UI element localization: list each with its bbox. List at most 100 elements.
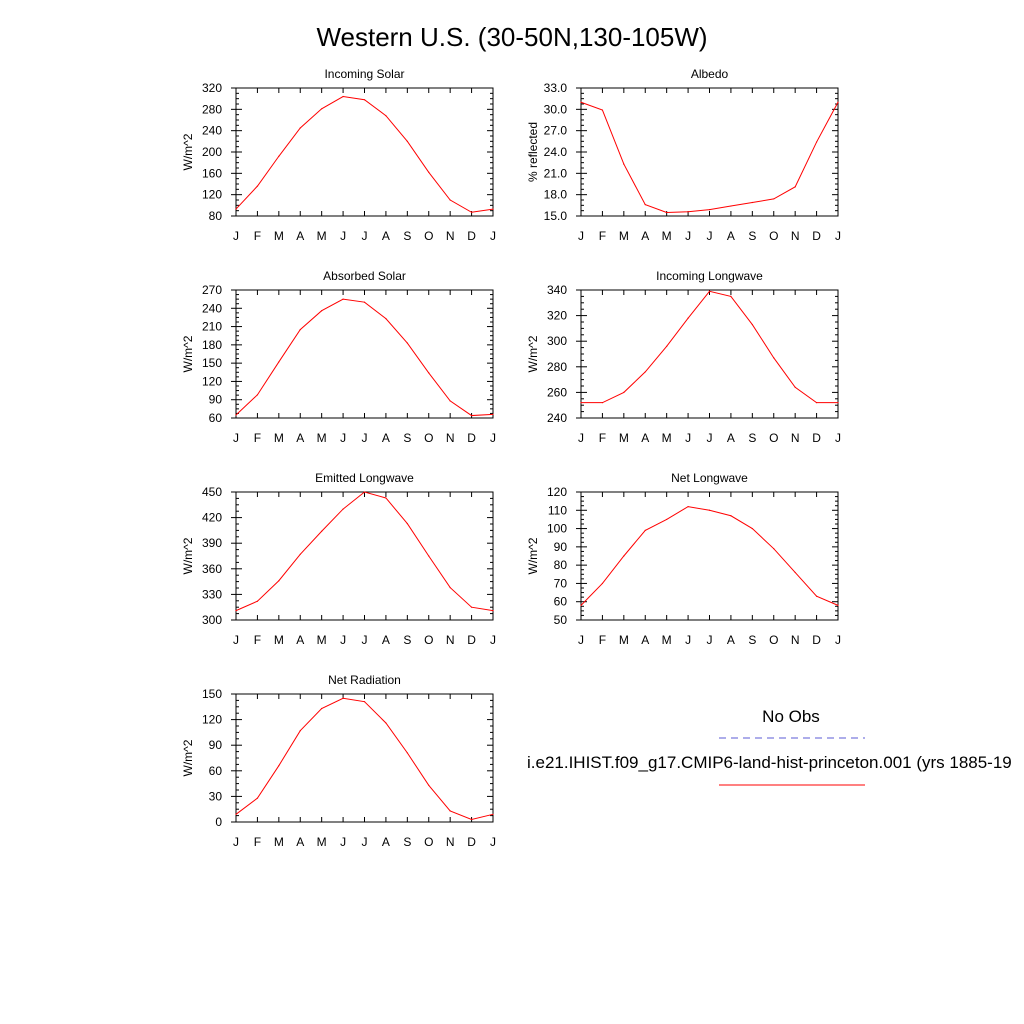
y-tick-label: 60: [209, 411, 223, 425]
data-point: [666, 211, 668, 214]
data-point: [299, 329, 301, 331]
y-tick-label: 280: [547, 360, 567, 374]
data-point: [321, 310, 323, 312]
y-axis-label: W/m^2: [526, 537, 540, 574]
data-point: [235, 414, 237, 416]
series-line: [235, 96, 494, 213]
data-point: [773, 548, 775, 550]
x-tick-label: M: [619, 431, 629, 445]
data-point: [449, 586, 451, 589]
x-tick-label: M: [662, 633, 672, 647]
y-tick-label: 300: [202, 613, 222, 627]
x-tick-label: S: [403, 229, 411, 243]
panel-title: Incoming Solar: [324, 67, 404, 81]
x-tick-label: A: [382, 229, 390, 243]
y-tick-label: 120: [202, 188, 222, 202]
x-tick-label: A: [382, 431, 390, 445]
panel-title: Net Longwave: [671, 471, 748, 485]
x-tick-label: A: [296, 835, 304, 849]
y-tick-label: 50: [554, 613, 568, 627]
x-tick-label: J: [685, 633, 691, 647]
x-tick-label: M: [274, 633, 284, 647]
data-point: [363, 99, 366, 101]
data-point: [708, 209, 711, 211]
y-tick-label: 18.0: [544, 188, 568, 202]
y-axis-label: W/m^2: [181, 537, 195, 574]
y-tick-label: 240: [547, 411, 567, 425]
data-point: [815, 141, 818, 143]
series-line: [580, 506, 839, 606]
data-point: [235, 813, 237, 815]
series-line: [235, 491, 494, 612]
data-point: [730, 515, 732, 517]
data-point: [687, 211, 689, 213]
y-tick-label: 210: [202, 320, 222, 334]
data-point: [773, 198, 775, 200]
data-point: [428, 171, 430, 173]
y-tick-label: 110: [548, 503, 567, 517]
data-point: [601, 109, 604, 111]
series-line: [235, 298, 494, 417]
x-tick-label: J: [362, 835, 368, 849]
y-axis-label: W/m^2: [181, 133, 195, 170]
x-tick-label: D: [467, 431, 476, 445]
data-point: [278, 580, 280, 582]
data-point: [363, 491, 366, 493]
data-point: [299, 127, 301, 129]
y-tick-label: 90: [209, 738, 223, 752]
x-tick-label: J: [340, 229, 346, 243]
data-point: [794, 571, 796, 574]
x-tick-label: M: [619, 633, 629, 647]
data-point: [406, 522, 408, 525]
data-point: [406, 752, 408, 754]
data-point: [256, 797, 259, 799]
data-point: [730, 205, 732, 207]
x-tick-label: O: [769, 633, 778, 647]
plot-frame: [580, 491, 839, 621]
series-line: [235, 697, 494, 820]
x-tick-label: D: [812, 633, 821, 647]
data-point: [470, 211, 473, 213]
y-tick-label: 360: [202, 562, 222, 576]
x-tick-label: J: [340, 431, 346, 445]
x-tick-label: F: [254, 835, 261, 849]
data-point: [580, 402, 582, 404]
data-point: [449, 400, 451, 402]
data-point: [666, 518, 668, 521]
x-tick-label: A: [296, 431, 304, 445]
plot-frame: [235, 693, 494, 823]
data-point: [492, 413, 494, 415]
x-tick-label: J: [578, 229, 584, 243]
y-tick-label: 100: [547, 522, 567, 536]
x-tick-label: D: [467, 229, 476, 243]
data-point: [385, 115, 387, 117]
data-point: [580, 101, 582, 103]
x-tick-label: N: [791, 229, 800, 243]
plot-frame: [580, 289, 839, 419]
x-tick-label: M: [274, 835, 284, 849]
x-tick-label: F: [599, 229, 606, 243]
y-tick-label: 330: [202, 587, 222, 601]
data-point: [321, 108, 323, 110]
y-tick-label: 280: [202, 102, 222, 116]
x-tick-label: D: [467, 835, 476, 849]
y-tick-label: 300: [547, 334, 567, 348]
data-point: [235, 610, 237, 612]
x-tick-label: D: [812, 229, 821, 243]
y-tick-label: 240: [202, 124, 222, 138]
y-tick-label: 60: [209, 764, 223, 778]
panel-title: Emitted Longwave: [315, 471, 414, 485]
y-tick-label: 150: [202, 687, 222, 701]
data-point: [363, 701, 366, 703]
data-point: [837, 101, 839, 103]
y-tick-label: 15.0: [544, 209, 568, 223]
x-tick-label: F: [254, 633, 261, 647]
x-tick-label: J: [490, 431, 496, 445]
x-tick-label: M: [619, 229, 629, 243]
x-tick-label: A: [296, 633, 304, 647]
plot-frame: [235, 87, 494, 217]
x-tick-label: S: [748, 431, 756, 445]
